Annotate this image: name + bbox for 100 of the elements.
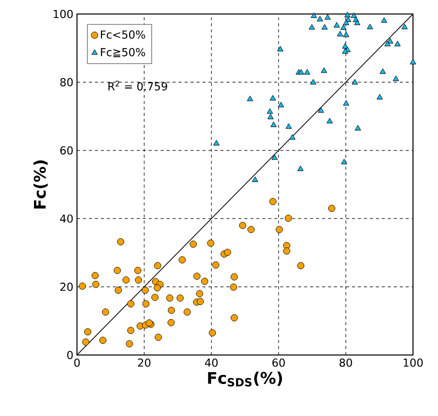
point — [310, 12, 317, 18]
y-tick-label: 100 — [54, 10, 73, 18]
x-axis-title: Fc$_{SDS}$(%) — [208, 372, 282, 386]
x-tick-label: 0 — [74, 358, 80, 367]
point — [92, 272, 99, 280]
legend-label: Fc≧50% — [100, 48, 146, 58]
point — [340, 24, 347, 30]
point — [196, 290, 204, 298]
point — [212, 261, 220, 269]
point — [99, 336, 106, 344]
point — [193, 272, 201, 280]
point — [298, 69, 304, 75]
point — [342, 48, 348, 54]
point — [384, 40, 391, 46]
point — [297, 166, 304, 172]
point — [166, 294, 174, 302]
point — [154, 334, 162, 341]
point — [271, 154, 278, 160]
point — [266, 108, 273, 114]
point — [276, 226, 283, 234]
point — [366, 24, 374, 30]
point — [326, 118, 333, 124]
point — [354, 125, 362, 130]
y-tick-label: 80 — [60, 78, 73, 86]
point — [269, 198, 276, 206]
x-tick-label: 100 — [404, 358, 423, 367]
point — [184, 308, 191, 316]
x-tick-label: 80 — [340, 358, 352, 367]
point — [142, 286, 149, 294]
point — [278, 102, 284, 108]
point — [341, 158, 348, 164]
point — [334, 22, 340, 28]
point — [230, 273, 238, 280]
point — [343, 100, 350, 106]
point — [208, 329, 216, 336]
point — [324, 14, 331, 20]
point — [154, 284, 161, 292]
point — [289, 134, 296, 140]
point — [230, 284, 238, 291]
point — [343, 20, 350, 26]
point — [114, 286, 122, 294]
point — [82, 338, 90, 346]
point — [246, 96, 254, 102]
x-tick-label: 40 — [204, 358, 218, 367]
annotation: R$^{2}$ = 0.759 — [108, 80, 168, 91]
point — [354, 20, 360, 26]
point — [376, 94, 383, 100]
point — [318, 107, 324, 113]
point — [201, 278, 208, 285]
point — [142, 300, 150, 308]
point — [126, 340, 133, 348]
point — [344, 12, 351, 18]
point — [239, 222, 246, 229]
point — [350, 12, 357, 18]
point — [230, 314, 238, 322]
point — [122, 276, 130, 284]
point — [196, 298, 204, 306]
point — [151, 294, 159, 301]
x-tick-label: 60 — [272, 358, 285, 367]
point — [154, 262, 162, 270]
point — [304, 69, 310, 75]
point — [380, 68, 386, 74]
point — [178, 256, 186, 264]
y-tick-label: 20 — [60, 282, 73, 291]
point — [168, 306, 175, 314]
point — [176, 294, 184, 302]
point — [310, 78, 316, 84]
point — [322, 24, 328, 30]
point — [224, 248, 232, 256]
point — [270, 122, 277, 128]
point — [394, 40, 401, 46]
point — [284, 214, 292, 222]
point — [267, 114, 274, 120]
point — [343, 32, 350, 38]
point — [336, 30, 344, 36]
point — [270, 95, 276, 100]
legend-label: Fc<50% — [100, 30, 146, 39]
point — [381, 17, 388, 23]
point — [117, 238, 124, 246]
point — [92, 280, 100, 288]
point — [401, 24, 408, 30]
point — [277, 46, 284, 52]
point — [127, 326, 134, 334]
point — [134, 266, 142, 274]
point — [286, 123, 292, 129]
point — [297, 262, 304, 270]
point — [410, 58, 416, 64]
point — [190, 240, 197, 248]
point — [252, 176, 258, 182]
x-tick-label: 20 — [138, 358, 150, 367]
point — [168, 319, 175, 326]
point — [84, 328, 92, 336]
y-tick-label: 40 — [60, 214, 73, 223]
point — [102, 308, 110, 316]
y-tick-label: 0 — [67, 350, 73, 360]
point — [320, 67, 328, 73]
y-tick-label: 60 — [60, 146, 73, 155]
point — [283, 247, 290, 255]
point — [316, 16, 324, 22]
point — [78, 282, 86, 290]
